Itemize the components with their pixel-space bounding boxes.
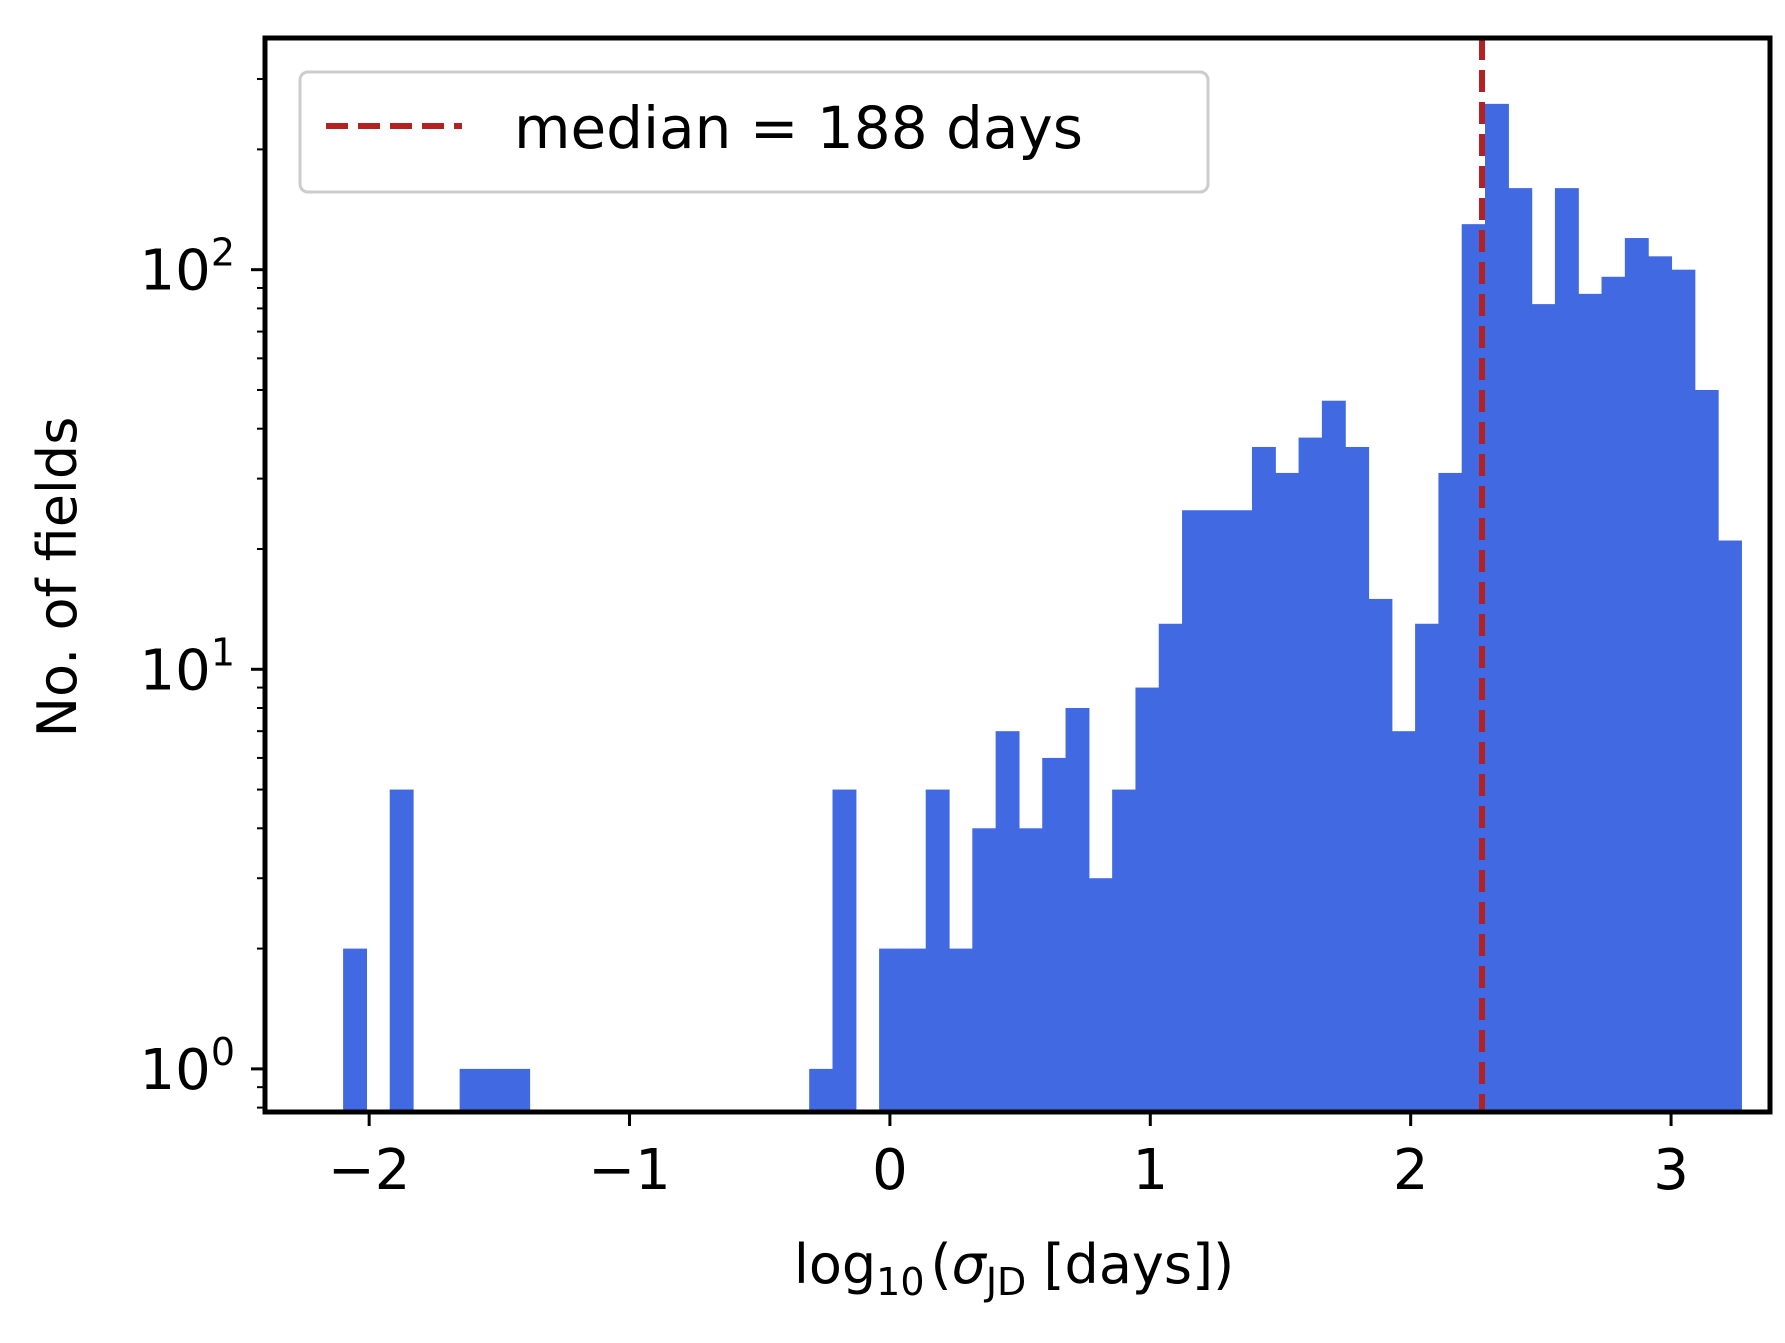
histogram-bar <box>1718 540 1742 1112</box>
histogram-bar <box>459 1068 484 1112</box>
histogram-bar <box>1578 293 1603 1113</box>
histogram-bar <box>1275 472 1300 1112</box>
histogram-bar <box>1298 437 1323 1113</box>
histogram-bar <box>1088 878 1113 1112</box>
histogram-bar <box>1251 446 1276 1113</box>
histogram-bar <box>832 789 857 1112</box>
histogram-bar <box>972 828 997 1112</box>
legend: median = 188 days <box>298 70 1210 194</box>
histogram-bar <box>925 789 950 1112</box>
histogram-bar <box>1438 472 1463 1112</box>
y-tick-label: 100 <box>140 1030 235 1103</box>
histogram-bar <box>1018 828 1043 1112</box>
histogram-bar <box>482 1068 507 1112</box>
histogram-bar <box>1112 789 1137 1112</box>
y-axis-label: No. of fields <box>26 417 89 738</box>
histogram-bar <box>1391 731 1416 1112</box>
x-tick-label: −1 <box>588 1138 671 1203</box>
histogram-bar <box>1554 188 1579 1112</box>
histogram-bar <box>995 731 1020 1112</box>
histogram-bar <box>1694 389 1719 1113</box>
x-label-units: [days]) <box>1026 1233 1234 1296</box>
histogram-bar <box>809 1068 834 1112</box>
histogram-bar <box>1205 510 1230 1112</box>
histogram-bar <box>343 948 368 1112</box>
x-tick-label: 3 <box>1653 1138 1689 1203</box>
histogram-bar <box>1671 269 1696 1112</box>
histogram-bar <box>1415 623 1439 1112</box>
histogram-bar <box>1624 238 1649 1113</box>
histogram-bar <box>1065 708 1090 1112</box>
x-axis-ticks: −2 −1 0 1 2 3 <box>328 1112 1689 1203</box>
x-label-log-base: 10 <box>876 1260 924 1304</box>
histogram-bar <box>1158 623 1183 1112</box>
x-label-sigma: σ <box>952 1233 988 1296</box>
histogram-bar <box>1601 276 1626 1112</box>
histogram-bar <box>1182 510 1206 1112</box>
histogram-bar <box>1531 304 1556 1112</box>
histogram-bar <box>902 948 927 1112</box>
histogram-bar <box>1508 188 1533 1112</box>
x-label-sigma-sub: JD <box>984 1260 1026 1304</box>
y-tick-label: 101 <box>140 630 235 703</box>
histogram-bar <box>949 948 973 1112</box>
x-label-log: log <box>794 1233 876 1296</box>
histogram-bar <box>1345 446 1370 1113</box>
legend-box <box>298 70 1210 194</box>
histogram-bar <box>1042 757 1067 1112</box>
histogram-bar <box>1368 598 1393 1112</box>
histogram-bar <box>1135 687 1160 1112</box>
histogram-bar <box>389 789 414 1112</box>
y-axis-ticks: 100 101 102 <box>140 231 265 1103</box>
histogram-bar <box>1485 103 1509 1113</box>
histogram-bar <box>879 948 904 1112</box>
histogram-bar <box>506 1068 531 1112</box>
legend-label: median = 188 days <box>514 94 1083 162</box>
y-tick-label: 102 <box>140 231 235 304</box>
x-tick-label: 0 <box>872 1138 908 1203</box>
y-axis-minor-ticks <box>257 78 265 1109</box>
x-axis-label: log10 (σJD [days]) <box>794 1233 1234 1304</box>
x-tick-label: 2 <box>1393 1138 1429 1203</box>
axes-frame <box>262 35 1773 1115</box>
histogram-bar <box>1228 510 1253 1112</box>
histogram-bars <box>343 103 1742 1113</box>
histogram-bar <box>1321 400 1346 1113</box>
x-tick-label: 1 <box>1132 1138 1168 1203</box>
x-label-open-paren: ( <box>931 1233 952 1296</box>
x-tick-label: −2 <box>328 1138 411 1203</box>
histogram-bar <box>1648 256 1673 1113</box>
